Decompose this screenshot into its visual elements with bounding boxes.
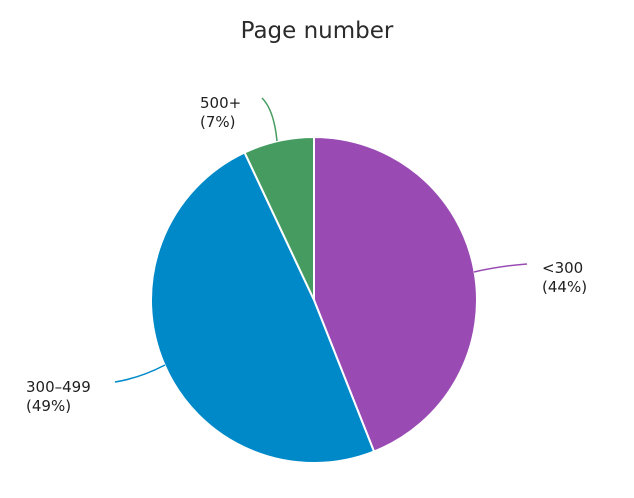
label-lt300: <300 (44%) <box>542 259 587 297</box>
label-300-499: 300–499 (49%) <box>26 378 91 416</box>
label-pct: (44%) <box>542 278 588 296</box>
slice-lt300 <box>313 135 478 453</box>
label-pct: (49%) <box>26 397 72 415</box>
label-pct: (7%) <box>200 113 236 131</box>
label-name: 300–499 <box>26 378 91 396</box>
label-500plus: 500+ (7%) <box>200 94 241 132</box>
slice-500plus <box>243 135 315 301</box>
label-name: 500+ <box>200 94 242 112</box>
chart-title: Page number <box>240 18 394 44</box>
leader-line-500plus <box>261 97 278 142</box>
leader-line-lt300 <box>473 263 528 273</box>
leader-line-300-499 <box>114 364 166 383</box>
label-name: <300 <box>542 259 584 277</box>
